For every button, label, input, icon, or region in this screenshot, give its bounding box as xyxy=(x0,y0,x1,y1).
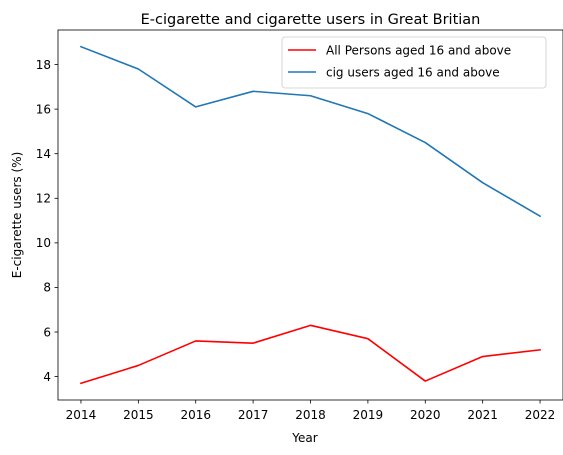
legend: All Persons aged 16 and above cig users a… xyxy=(281,36,547,89)
series-line-0 xyxy=(79,324,541,385)
y-axis-ticks: 4 6 8 10 12 14 16 18 xyxy=(36,58,58,384)
x-tick-label: 2019 xyxy=(353,408,384,422)
x-tick-label: 2021 xyxy=(467,408,498,422)
y-axis-label: E-cigarette users (%) xyxy=(10,152,24,278)
x-tick-label: 2016 xyxy=(180,408,211,422)
legend-box xyxy=(281,36,547,89)
y-tick-label: 16 xyxy=(36,102,51,116)
x-tick-label: 2015 xyxy=(123,408,154,422)
x-axis-label: Year xyxy=(291,431,317,445)
series-group xyxy=(79,45,542,385)
legend-label: cig users aged 16 and above xyxy=(326,65,500,79)
y-tick-label: 10 xyxy=(36,236,51,250)
x-tick-label: 2014 xyxy=(66,408,97,422)
y-tick-label: 14 xyxy=(36,147,51,161)
series-line-1 xyxy=(79,45,542,218)
y-tick-label: 8 xyxy=(43,281,51,295)
x-tick-label: 2018 xyxy=(295,408,326,422)
y-tick-label: 4 xyxy=(43,370,51,384)
y-tick-label: 12 xyxy=(36,192,51,206)
x-tick-label: 2022 xyxy=(525,408,556,422)
x-tick-label: 2017 xyxy=(238,408,269,422)
x-axis-ticks: 2014 2015 2016 2017 2018 2019 2020 2021 2022 xyxy=(66,400,556,422)
legend-label: All Persons aged 16 and above xyxy=(326,43,511,57)
chart-title: E-cigarette and cigarette users in Great… xyxy=(141,12,481,28)
x-tick-label: 2020 xyxy=(410,408,441,422)
plot-frame xyxy=(57,29,563,401)
y-tick-label: 6 xyxy=(43,325,51,339)
y-tick-label: 18 xyxy=(36,58,51,72)
